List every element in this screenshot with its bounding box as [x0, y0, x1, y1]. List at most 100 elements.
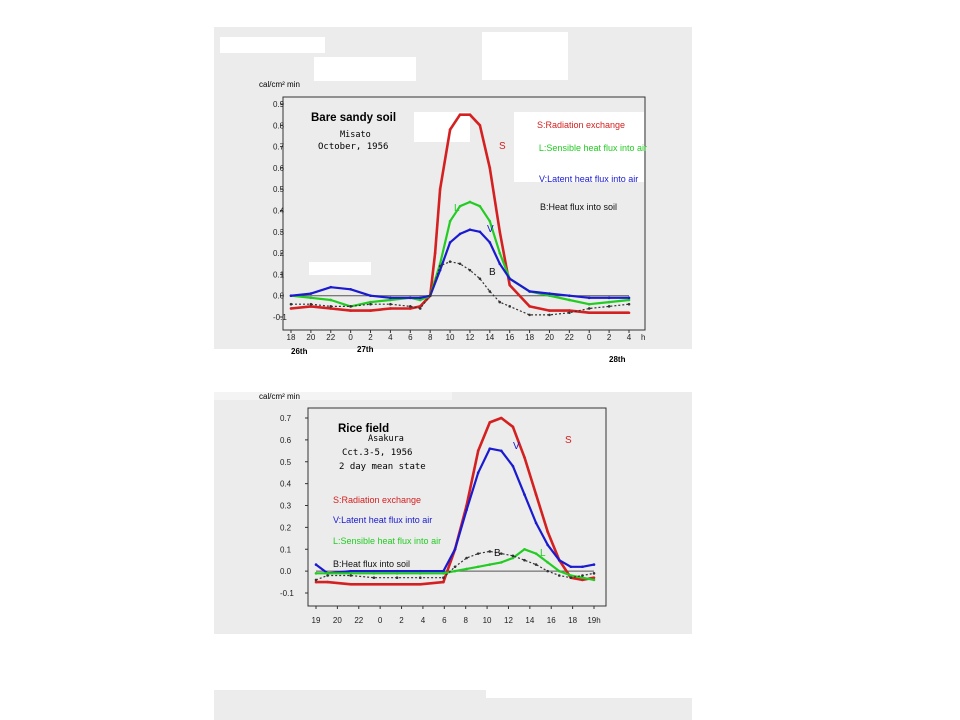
data-point-B — [569, 576, 573, 579]
redaction-block — [514, 112, 644, 182]
data-point-B — [309, 302, 313, 306]
data-point-V — [389, 296, 392, 300]
data-point-V — [587, 296, 591, 300]
series-line-S — [316, 416, 595, 586]
data-point-S — [607, 311, 611, 315]
x-tick-label: 6 — [408, 333, 413, 342]
data-point-B — [523, 558, 526, 562]
series-letter-v: V — [487, 224, 494, 235]
y-tick-label: 0.6 — [273, 164, 285, 173]
data-point-B — [389, 302, 392, 306]
chart-site: Misato — [340, 130, 371, 140]
data-point-V — [557, 558, 561, 562]
data-point-B — [395, 576, 399, 579]
data-point-V — [289, 294, 293, 298]
x-tick-label: 2 — [399, 616, 404, 625]
redaction-block — [309, 262, 371, 275]
data-point-B — [468, 268, 472, 272]
y-tick-label: 0.3 — [280, 502, 292, 511]
series-letter-l: L — [540, 548, 546, 559]
y-tick-label: 0.7 — [280, 414, 292, 423]
data-point-L — [369, 300, 372, 304]
plot-frame — [282, 96, 646, 331]
data-point-L — [500, 561, 503, 564]
data-point-V — [476, 471, 480, 474]
data-point-L — [418, 298, 422, 302]
data-point-S — [498, 230, 502, 234]
series-line-S — [290, 113, 629, 315]
x-tick-label: 8 — [463, 616, 468, 625]
redaction-block — [214, 392, 452, 400]
x-tick-label: 14 — [485, 333, 494, 342]
x-tick-label: 19 — [312, 616, 321, 625]
data-point-V — [408, 296, 412, 300]
data-point-V — [581, 565, 584, 569]
series-letter-b: B — [494, 548, 501, 559]
y-tick-label: 0.5 — [280, 458, 292, 467]
data-point-L — [581, 576, 584, 579]
data-point-V — [511, 464, 515, 468]
redaction-block — [414, 112, 470, 142]
data-point-L — [546, 561, 549, 564]
data-point-B — [581, 574, 584, 577]
x-tick-label: 20 — [333, 616, 342, 625]
data-point-L — [607, 300, 611, 304]
data-point-L — [468, 200, 472, 204]
x-tick-label: 22 — [326, 333, 335, 342]
redaction-block — [482, 32, 568, 80]
data-point-L — [569, 574, 573, 577]
data-point-L — [372, 572, 376, 575]
x-tick-label: 6 — [442, 616, 447, 625]
data-point-S — [587, 311, 591, 315]
data-point-V — [528, 290, 531, 293]
data-point-B — [498, 300, 502, 304]
legend-b: B:Heat flux into soil — [540, 202, 618, 212]
data-point-S — [372, 582, 376, 586]
y-tick-label: 0.7 — [273, 143, 285, 152]
data-point-B — [408, 305, 412, 308]
data-point-S — [309, 305, 313, 308]
legend-s: S:Radiation exchange — [537, 120, 626, 130]
data-point-B — [453, 565, 457, 569]
x-tick-label: 20 — [545, 333, 554, 342]
data-point-L — [498, 251, 502, 255]
y-tick-label: 0.1 — [273, 270, 285, 279]
series-line-V — [315, 447, 595, 575]
series-letter-l: L — [454, 203, 460, 214]
data-point-S — [476, 449, 480, 453]
data-point-L — [418, 572, 422, 575]
data-point-L — [395, 572, 399, 575]
data-point-B — [587, 307, 591, 310]
data-point-S — [627, 311, 631, 315]
data-point-L — [488, 219, 492, 223]
x-tick-label: 0 — [378, 616, 383, 625]
data-point-L — [476, 565, 480, 569]
data-point-B — [349, 305, 352, 308]
data-point-S — [349, 582, 353, 586]
y-tick-label: 0.0 — [273, 292, 285, 301]
chart-title: Rice field — [338, 423, 390, 435]
data-point-B — [326, 574, 329, 577]
plot-frame — [307, 407, 607, 607]
data-point-B — [349, 574, 353, 577]
data-point-V — [488, 447, 492, 450]
data-point-S — [500, 416, 503, 420]
y-unit-label: cal/cm² min — [259, 80, 300, 89]
data-point-L — [458, 204, 462, 208]
data-point-S — [468, 113, 472, 116]
data-point-V — [607, 296, 611, 300]
y-tick-label: 0.2 — [273, 249, 285, 258]
legend-b: B:Heat flux into soil — [333, 559, 411, 569]
data-point-B — [528, 313, 531, 317]
y-tick-label: 0.8 — [273, 121, 285, 130]
chart-title: Bare sandy soil — [311, 112, 397, 124]
x-tick-label: 2 — [368, 333, 373, 342]
data-point-V — [500, 449, 503, 453]
data-point-L — [592, 578, 596, 582]
chart-date: October, 1956 — [318, 142, 389, 152]
y-tick-label: 0.4 — [280, 480, 292, 489]
series-line-B — [291, 261, 630, 316]
data-point-V — [488, 241, 492, 244]
x-tick-label: 18 — [287, 333, 296, 342]
data-point-B — [418, 307, 422, 310]
